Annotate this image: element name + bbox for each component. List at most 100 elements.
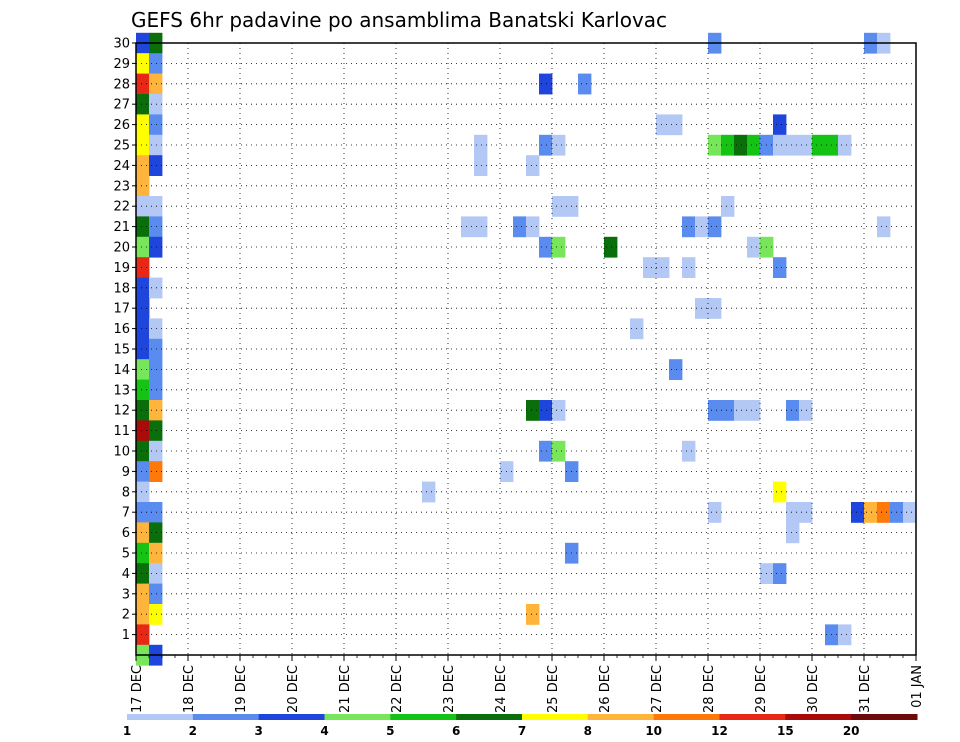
y-tick-label: 17: [113, 302, 130, 317]
colorbar-label: 8: [584, 724, 592, 738]
y-tick-label: 22: [113, 200, 130, 215]
precip-cell: [513, 216, 527, 238]
y-tick-label: 21: [113, 220, 130, 235]
chart-title: GEFS 6hr padavine po ansamblima Banatski…: [131, 8, 667, 32]
precip-cell: [604, 236, 618, 258]
precip-cell: [656, 114, 670, 136]
precip-cell: [539, 400, 553, 421]
precip-cell: [552, 196, 566, 217]
precip-cell: [708, 298, 722, 319]
x-tick-label: 17 DEC: [130, 665, 145, 713]
precip-cell: [149, 236, 163, 258]
colorbar-swatch: [851, 714, 918, 720]
precip-cell: [136, 114, 150, 136]
colorbar-swatch: [785, 714, 852, 720]
precip-cell: [747, 134, 761, 156]
precip-cell: [136, 53, 150, 74]
precip-cell: [136, 604, 150, 625]
y-tick-label: 28: [113, 77, 130, 92]
y-tick-label: 6: [122, 526, 130, 541]
y-tick-label: 26: [113, 118, 130, 133]
precip-cell: [799, 134, 813, 156]
x-tick-label: 26 DEC: [598, 665, 613, 713]
precip-cell: [682, 257, 696, 278]
precip-cell: [149, 73, 163, 95]
colorbar-swatch: [653, 714, 720, 720]
precip-cell: [136, 440, 150, 462]
precip-cell: [136, 236, 150, 258]
precip-cell: [786, 134, 800, 156]
colorbar: 1 2 3 4 5 6 7 8 10 12 15 20: [123, 714, 918, 738]
colorbar-label: 10: [645, 724, 662, 738]
precip-cell: [136, 522, 150, 544]
precip-cell: [799, 502, 813, 523]
precip-cell: [786, 400, 800, 421]
precip-cell: [136, 94, 150, 115]
y-tick-label: 7: [122, 506, 130, 521]
x-tick-label: 29 DEC: [754, 665, 769, 713]
precip-cell: [539, 134, 553, 156]
precip-cell: [149, 277, 163, 299]
colorbar-label: 12: [711, 724, 728, 738]
y-tick-label: 30: [113, 37, 130, 52]
precip-cell: [682, 440, 696, 462]
precip-cell: [734, 134, 748, 156]
precip-cell: [149, 522, 163, 544]
x-tick-label: 18 DEC: [182, 665, 197, 713]
precip-cell: [708, 216, 722, 238]
precip-cell: [721, 400, 735, 421]
colorbar-label: 4: [320, 724, 328, 738]
x-tick-label: 24 DEC: [494, 665, 509, 713]
precip-cell: [136, 461, 150, 482]
y-tick-label: 18: [113, 281, 130, 296]
precip-cell: [136, 583, 150, 605]
precip-cell: [539, 236, 553, 258]
precip-cell: [149, 502, 163, 523]
precip-cell: [136, 563, 150, 584]
precip-cell: [539, 73, 553, 95]
precip-cell: [708, 400, 722, 421]
precip-cell: [474, 155, 488, 176]
precip-cell: [149, 318, 163, 340]
precip-cell: [773, 114, 787, 136]
precip-cell: [773, 134, 787, 156]
precip-cell: [734, 400, 748, 421]
precip-cell: [149, 440, 163, 462]
colorbar-swatch: [456, 714, 523, 720]
precip-cell: [526, 216, 540, 238]
precip-cell: [149, 196, 163, 217]
y-tick-label: 29: [113, 57, 130, 72]
precip-cell: [838, 134, 852, 156]
precip-cell: [136, 298, 150, 319]
x-tick-label: 25 DEC: [546, 665, 561, 713]
precip-cell: [552, 440, 566, 462]
precip-cell: [682, 216, 696, 238]
precip-cell: [851, 502, 865, 523]
y-tick-label: 10: [113, 445, 130, 460]
colorbar-label: 5: [386, 724, 394, 738]
precip-cell: [552, 236, 566, 258]
y-tick-label: 11: [113, 424, 130, 439]
precip-cell: [149, 604, 163, 625]
precip-cell: [721, 196, 735, 217]
x-tick-label: 21 DEC: [338, 665, 353, 713]
x-tick-label: 20 DEC: [286, 665, 301, 713]
colorbar-label: 6: [452, 724, 460, 738]
precip-cell: [773, 563, 787, 584]
precip-cell: [838, 624, 852, 646]
colorbar-label: 2: [189, 724, 197, 738]
precip-cell: [136, 338, 150, 360]
precip-cell: [708, 502, 722, 523]
precip-cell: [149, 53, 163, 74]
precip-cell: [747, 236, 761, 258]
precip-cell: [136, 542, 150, 564]
colorbar-swatch: [127, 714, 194, 720]
x-tick-label: 31 DEC: [858, 665, 873, 713]
precip-cell: [136, 379, 150, 401]
precip-cell: [136, 481, 150, 503]
colorbar-swatch: [258, 714, 325, 720]
precip-cell: [552, 134, 566, 156]
y-tick-label: 8: [122, 485, 130, 500]
precip-cell: [812, 134, 826, 156]
